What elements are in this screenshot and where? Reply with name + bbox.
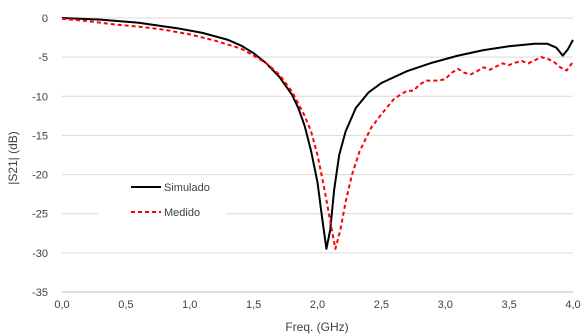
x-tick-label: 2,5 xyxy=(374,299,389,311)
legend-label-simulado: Simulado xyxy=(164,182,210,194)
y-tick-label: -20 xyxy=(32,170,48,182)
legend-label-medido: Medido xyxy=(164,207,200,219)
y-axis-ticks: 0 -5 -10 -15 -20 -25 -30 -35 xyxy=(32,13,48,299)
y-tick-label: -5 xyxy=(38,52,48,64)
x-tick-label: 1,5 xyxy=(246,299,261,311)
series-line-simulado xyxy=(61,17,574,250)
x-tick-label: 3,5 xyxy=(501,299,516,311)
x-tick-label: 1,0 xyxy=(182,299,197,311)
y-tick-label: -25 xyxy=(32,209,48,221)
x-tick-label: 4,0 xyxy=(565,299,580,311)
x-tick-label: 0,5 xyxy=(118,299,133,311)
y-axis-label: |S21| (dB) xyxy=(6,131,20,185)
x-tick-label: 0,0 xyxy=(54,299,69,311)
y-tick-label: 0 xyxy=(42,13,48,25)
y-tick-label: -35 xyxy=(32,287,48,299)
x-axis-ticks: 0,0 0,5 1,0 1,5 2,0 2,5 3,0 3,5 4,0 xyxy=(54,299,580,311)
x-tick-label: 2,0 xyxy=(310,299,325,311)
legend-box xyxy=(98,177,226,225)
y-tick-label: -15 xyxy=(32,130,48,142)
x-tick-label: 3,0 xyxy=(438,299,453,311)
legend: Simulado Medido xyxy=(98,177,226,225)
y-tick-label: -10 xyxy=(32,91,48,103)
y-tick-label: -30 xyxy=(32,248,48,260)
series-group xyxy=(61,17,574,250)
x-axis-label: Freq. (GHz) xyxy=(285,320,348,334)
